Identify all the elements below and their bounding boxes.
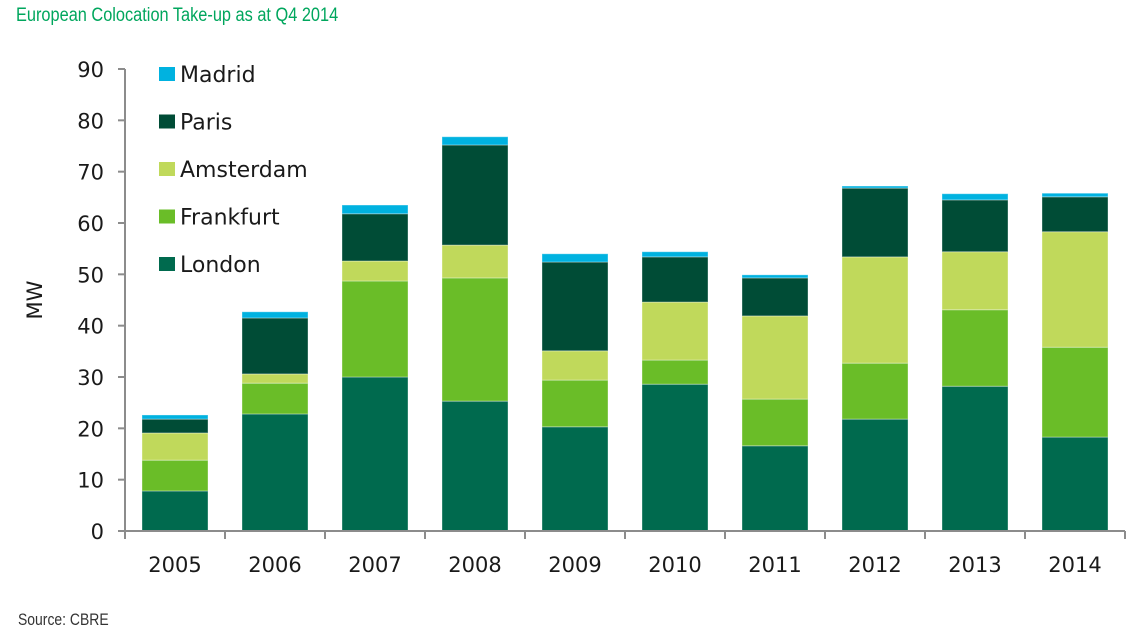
legend-label-frankfurt: Frankfurt [180, 206, 280, 231]
bar-frankfurt-2005 [141, 459, 209, 492]
legend-label-paris: Paris [180, 111, 232, 136]
bar-paris-2006 [241, 317, 309, 375]
bar-madrid-2005 [141, 414, 209, 420]
y-tick-label: 70 [77, 161, 104, 185]
x-tick-label: 2014 [1048, 553, 1101, 577]
bar-amsterdam-2007 [341, 260, 409, 282]
axes-layer: 0 10 20 30 40 50 60 70 80 90 2005 2006 2007 2008 2009 2… [77, 58, 1126, 577]
y-tick-label: 20 [77, 417, 104, 441]
legend-label-london: London [180, 253, 261, 278]
bar-amsterdam-2013 [941, 251, 1009, 311]
bar-london-2009 [541, 426, 609, 532]
bar-paris-2011 [741, 277, 809, 317]
bar-madrid-2007 [341, 204, 409, 215]
legend-swatch-amsterdam [159, 162, 175, 176]
bar-madrid-2010 [641, 251, 709, 258]
x-tick-label: 2013 [948, 553, 1001, 577]
legend-swatch-madrid [159, 67, 175, 81]
x-tick-label: 2008 [448, 553, 501, 577]
bar-london-2006 [241, 413, 309, 532]
y-tick-label: 0 [91, 520, 104, 544]
bar-frankfurt-2006 [241, 382, 309, 415]
bar-madrid-2012 [841, 185, 909, 189]
bar-frankfurt-2009 [541, 379, 609, 428]
bar-paris-2014 [1041, 196, 1109, 233]
bar-london-2007 [341, 376, 409, 532]
x-tick-label: 2010 [648, 553, 701, 577]
bar-frankfurt-2008 [441, 277, 509, 402]
legend-swatch-london [159, 257, 175, 271]
bar-madrid-2014 [1041, 192, 1109, 198]
bar-madrid-2011 [741, 274, 809, 279]
bar-london-2008 [441, 400, 509, 532]
bar-paris-2008 [441, 144, 509, 246]
bar-madrid-2009 [541, 253, 609, 263]
bar-amsterdam-2005 [141, 432, 209, 461]
x-tick-label: 2007 [348, 553, 401, 577]
bar-amsterdam-2012 [841, 256, 909, 364]
y-tick-label: 10 [77, 469, 104, 493]
bar-madrid-2013 [941, 193, 1009, 201]
legend-swatch-paris [159, 114, 175, 129]
bar-paris-2007 [341, 213, 409, 262]
bar-london-2012 [841, 418, 909, 532]
bar-paris-2010 [641, 256, 709, 303]
legend-swatch-frankfurt [159, 209, 175, 224]
x-tick-label: 2006 [248, 553, 301, 577]
bar-amsterdam-2008 [441, 244, 509, 279]
bar-frankfurt-2011 [741, 398, 809, 447]
y-tick-label: 30 [77, 366, 104, 390]
bar-amsterdam-2010 [641, 301, 709, 361]
bar-frankfurt-2014 [1041, 346, 1109, 438]
y-tick-label: 60 [77, 212, 104, 236]
legend-label-amsterdam: Amsterdam [180, 158, 308, 183]
bar-frankfurt-2013 [941, 309, 1009, 387]
bar-paris-2012 [841, 187, 909, 258]
bar-paris-2013 [941, 199, 1009, 253]
bar-frankfurt-2010 [641, 359, 709, 385]
y-tick-label: 90 [77, 58, 104, 82]
chart-title: European Colocation Take-up as at Q4 201… [16, 5, 339, 26]
legend: Madrid Paris Amsterdam Frankfurt London [159, 63, 308, 278]
bar-london-2013 [941, 385, 1009, 532]
bar-amsterdam-2009 [541, 350, 609, 381]
bar-madrid-2008 [441, 136, 509, 146]
x-tick-label: 2012 [848, 553, 901, 577]
source-note: Source: CBRE [18, 610, 109, 629]
x-tick-label: 2009 [548, 553, 601, 577]
legend-label-madrid: Madrid [180, 63, 256, 88]
bar-amsterdam-2011 [741, 315, 809, 400]
y-tick-label: 80 [77, 109, 104, 133]
bar-madrid-2006 [241, 311, 309, 319]
bar-london-2005 [141, 490, 209, 532]
bar-amsterdam-2014 [1041, 231, 1109, 348]
bar-frankfurt-2012 [841, 362, 909, 420]
bar-amsterdam-2006 [241, 373, 309, 384]
x-tick-label: 2005 [148, 553, 201, 577]
y-tick-label: 50 [77, 263, 104, 287]
bar-london-2010 [641, 383, 709, 532]
bar-paris-2009 [541, 261, 609, 352]
bar-frankfurt-2007 [341, 280, 409, 378]
x-tick-label: 2011 [748, 553, 801, 577]
y-tick-label: 40 [77, 315, 104, 339]
bar-paris-2005 [141, 418, 209, 434]
bars-layer [141, 136, 1109, 532]
bar-london-2011 [741, 445, 809, 532]
y-axis-title: MW [23, 280, 47, 319]
bar-london-2014 [1041, 436, 1109, 532]
